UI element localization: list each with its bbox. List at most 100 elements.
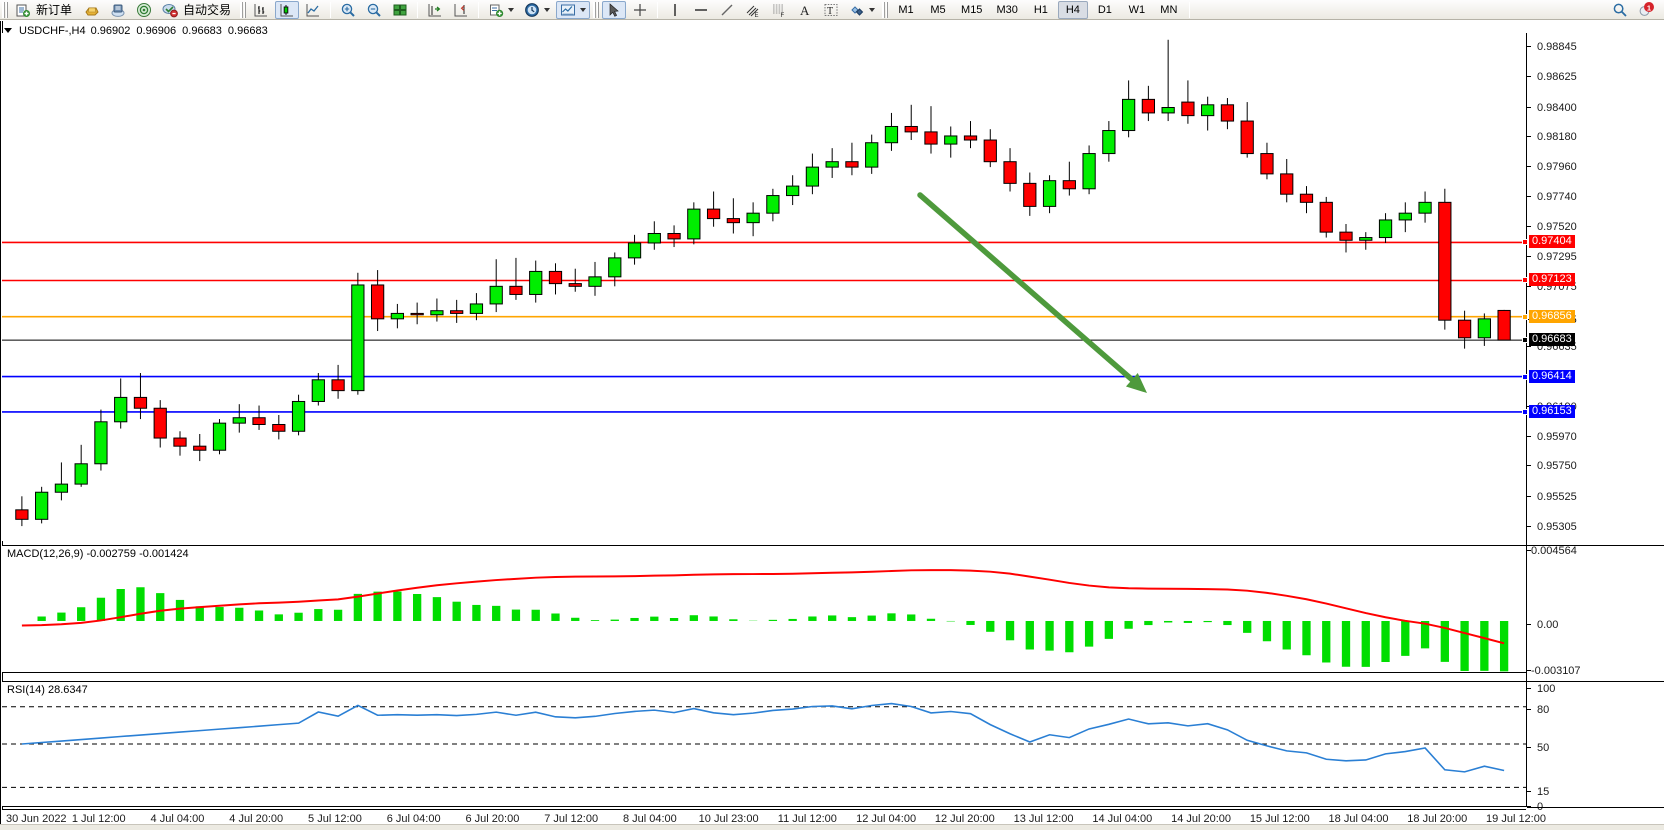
timeframe-h4[interactable]: H4 <box>1057 0 1088 19</box>
candle-body <box>627 242 642 259</box>
timeframe-m1[interactable]: M1 <box>898 3 914 16</box>
autotrade-icon <box>162 3 178 17</box>
macd-indicator-pane[interactable]: MACD(12,26,9) -0.002759 -0.001424 <box>2 545 1526 673</box>
price-tick-3: 0.98180 <box>1527 131 1577 143</box>
candle-body <box>212 422 227 451</box>
candle-body <box>509 285 523 295</box>
shapes-tool[interactable] <box>845 1 879 19</box>
price-tick-14: 0.95525 <box>1527 491 1577 503</box>
candle-body <box>1141 98 1156 114</box>
chart-symbol-label: USDCHF-,H4 <box>19 24 86 37</box>
data-center-button[interactable] <box>106 1 130 19</box>
fibonacci-tool[interactable]: F <box>767 1 791 19</box>
timeframe-mn[interactable]: MN <box>1160 3 1178 16</box>
candle-body <box>884 125 899 144</box>
chevron-down-icon[interactable] <box>508 7 515 12</box>
price-level-handle-4[interactable] <box>1522 373 1528 380</box>
cursor-tool[interactable] <box>602 0 627 19</box>
candle-body <box>529 270 543 295</box>
candle-body <box>608 257 622 278</box>
text-tool[interactable]: A <box>793 1 817 19</box>
macd-label: MACD(12,26,9) -0.002759 -0.001424 <box>7 548 189 560</box>
price-level-label-5[interactable]: 0.96153 <box>1529 404 1575 418</box>
templates-button[interactable] <box>556 0 591 19</box>
price-level-handle-3[interactable] <box>1522 337 1528 344</box>
zoom-out-button[interactable] <box>362 1 386 19</box>
new-order-button[interactable]: 新订单 <box>11 1 78 19</box>
tile-windows-button[interactable] <box>388 1 412 19</box>
bar-chart-button[interactable] <box>249 1 273 19</box>
crosshair-tool[interactable] <box>628 1 652 19</box>
time-tick-16: 15 Jul 12:00 <box>1249 813 1310 825</box>
toolbar-grip-3[interactable] <box>593 1 600 18</box>
time-tick-17: 18 Jul 04:00 <box>1328 813 1389 825</box>
periods-button[interactable] <box>520 1 554 19</box>
chevron-down-icon-4[interactable] <box>869 7 876 12</box>
toolbar-grip-2[interactable] <box>240 1 247 18</box>
timeframe-m5[interactable]: M5 <box>930 3 946 16</box>
zoom-in-button[interactable] <box>336 1 360 19</box>
candlestick-chart-button[interactable] <box>275 0 300 19</box>
chart-shift-button[interactable] <box>449 1 473 19</box>
timeframe-h1[interactable]: H1 <box>1033 3 1048 16</box>
price-level-handle-0[interactable] <box>1522 239 1528 246</box>
candle-body <box>647 232 661 244</box>
indicators-button[interactable] <box>484 1 518 19</box>
candle-body <box>469 303 484 314</box>
auto-scroll-button[interactable] <box>423 1 447 19</box>
toolbar-grip-4[interactable] <box>882 1 889 18</box>
candle-body <box>153 407 167 439</box>
candle-body <box>252 417 266 425</box>
arrow-cursor-icon <box>609 2 619 17</box>
rsi-tick-3: 15 <box>1527 786 1549 798</box>
toolbar-grip[interactable] <box>2 1 8 18</box>
chevron-down-icon-2[interactable] <box>544 7 551 12</box>
equidistant-channel-tool[interactable]: E <box>741 1 765 19</box>
zoom-in-icon <box>341 3 355 17</box>
rsi-indicator-pane[interactable]: RSI(14) 28.6347 <box>2 681 1526 807</box>
time-tick-9: 10 Jul 23:00 <box>698 813 759 825</box>
vertical-line-tool[interactable] <box>663 1 687 19</box>
price-axis[interactable]: 0.98845 0.98625 0.98400 0.98180 0.97960 0.977… <box>1522 33 1664 813</box>
price-chart-pane[interactable] <box>2 33 1526 541</box>
candle-body <box>1497 309 1511 341</box>
candle-body <box>845 161 859 168</box>
status-bar <box>0 824 1664 830</box>
price-level-label-3[interactable]: 0.96683 <box>1529 333 1575 347</box>
horizontal-line-tool[interactable] <box>689 1 713 19</box>
time-tick-0: 30 Jun 2022 <box>6 813 67 825</box>
text-label-tool[interactable]: T <box>819 1 843 19</box>
strategy-tester-button[interactable] <box>132 1 156 19</box>
timeframe-d1[interactable]: D1 <box>1097 3 1112 16</box>
autotrading-button[interactable]: 自动交易 <box>158 1 237 19</box>
timeframe-m15[interactable]: M15 <box>961 3 983 16</box>
timeframe-m30[interactable]: M30 <box>996 3 1018 16</box>
chevron-down-icon-3[interactable] <box>580 7 587 12</box>
chart-menu-caret-icon[interactable] <box>4 28 12 33</box>
price-tick-15: 0.95305 <box>1527 521 1577 533</box>
trendline-tool[interactable] <box>715 1 739 19</box>
notification-button[interactable]: 1 <box>1634 1 1658 19</box>
candle-body <box>311 379 325 402</box>
price-level-handle-2[interactable] <box>1522 313 1528 320</box>
price-level-handle-5[interactable] <box>1522 408 1528 415</box>
macd-plot <box>21 569 1509 672</box>
candle-body <box>390 312 405 320</box>
price-level-label-1[interactable]: 0.97123 <box>1529 273 1575 287</box>
line-chart-button[interactable] <box>301 1 325 19</box>
search-icon <box>1613 3 1627 17</box>
price-level-label-2[interactable]: 0.96856 <box>1529 309 1575 323</box>
data-window-icon <box>111 4 125 17</box>
price-tick-13: 0.95750 <box>1527 460 1577 472</box>
price-level-label-4[interactable]: 0.96414 <box>1529 369 1575 383</box>
search-button[interactable] <box>1608 1 1632 19</box>
candle-body <box>193 445 207 451</box>
candle-body <box>94 421 108 465</box>
price-level-handle-1[interactable] <box>1522 277 1528 284</box>
expert-advisors-button[interactable] <box>80 1 104 19</box>
candle-body <box>865 142 879 168</box>
timeframe-w1[interactable]: W1 <box>1128 3 1146 16</box>
candle-body <box>667 232 681 240</box>
price-level-label-0[interactable]: 0.97404 <box>1529 235 1575 249</box>
text-a-icon: A <box>800 3 810 18</box>
